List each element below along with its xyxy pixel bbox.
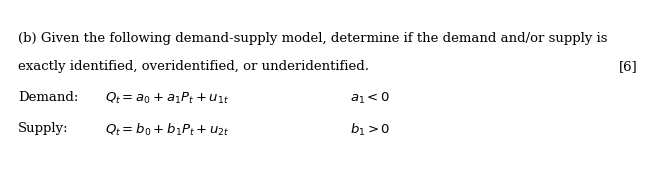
Text: Supply:: Supply: (18, 122, 69, 135)
Text: (b) Given the following demand-supply model, determine if the demand and/or supp: (b) Given the following demand-supply mo… (18, 32, 607, 45)
Text: [6]: [6] (619, 60, 638, 73)
Text: Demand:: Demand: (18, 91, 78, 104)
Text: $b_1 > 0$: $b_1 > 0$ (350, 122, 390, 138)
Text: $a_1 < 0$: $a_1 < 0$ (350, 91, 390, 106)
Text: exactly identified, overidentified, or underidentified.: exactly identified, overidentified, or u… (18, 60, 369, 73)
Text: $Q_t = b_0 + b_1P_t + u_{2t}$: $Q_t = b_0 + b_1P_t + u_{2t}$ (105, 122, 230, 138)
Text: $Q_t = a_0 + a_1P_t + u_{1t}$: $Q_t = a_0 + a_1P_t + u_{1t}$ (105, 91, 229, 106)
